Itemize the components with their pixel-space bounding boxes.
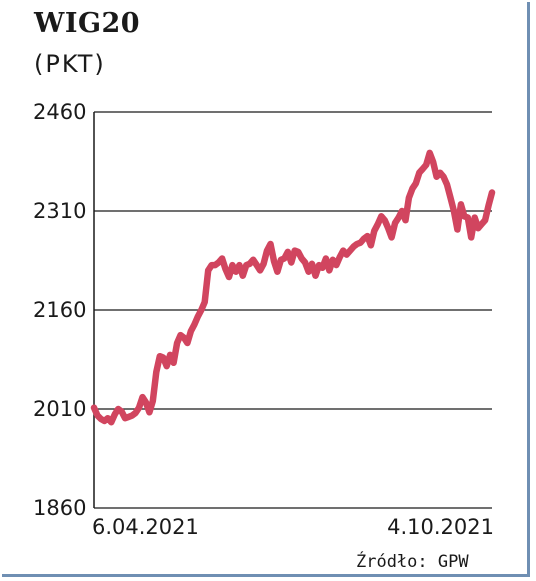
y-tick-labels: 2460 2310 2160 2010 1860 [33,100,86,520]
chart-title: WIG20 [34,8,141,39]
series-line-0 [90,149,496,426]
chart-frame [2,2,530,577]
y-tick-label: 2460 [33,100,86,124]
x-tick-label-start: 6.04.2021 [92,515,199,539]
source-note: Źródło: GPW [356,552,469,572]
series-layer [90,149,496,426]
y-tick-label: 1860 [33,496,86,520]
grid-layer [94,111,492,509]
chart-unit: (PKT) [34,50,106,78]
x-tick-label-end: 4.10.2021 [387,515,494,539]
y-tick-label: 2010 [33,397,86,421]
y-tick-label: 2160 [33,298,86,322]
y-tick-label: 2310 [33,199,86,223]
x-tick-labels: 6.04.2021 4.10.2021 [92,515,494,539]
